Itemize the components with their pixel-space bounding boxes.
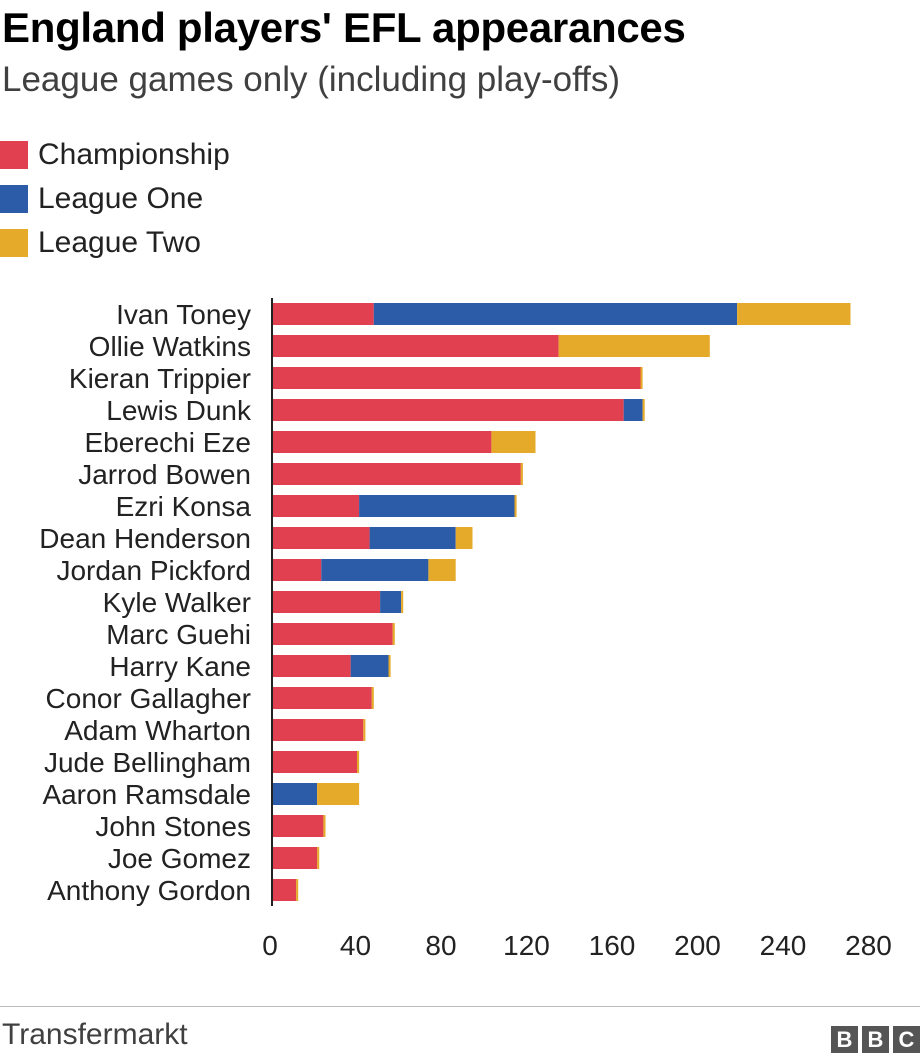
legend-swatch-championship — [0, 141, 28, 169]
x-tick-label: 160 — [589, 930, 636, 961]
bbc-logo-letter: C — [893, 1026, 920, 1053]
bar-league-two — [392, 623, 395, 645]
bar-championship — [273, 559, 322, 581]
bar-league-two — [363, 719, 366, 741]
bar-league-two — [514, 495, 517, 517]
bar-league-one — [373, 303, 738, 325]
y-tick-label: Ezri Konsa — [116, 491, 252, 522]
y-tick-label: Dean Henderson — [39, 523, 251, 554]
bar-league-two — [455, 527, 473, 549]
bar-league-two — [640, 367, 643, 389]
x-tick-label: 120 — [503, 930, 550, 961]
x-tick-label: 0 — [262, 930, 278, 961]
bar-league-two — [357, 751, 360, 773]
bar-championship — [273, 591, 381, 613]
y-tick-label: Jarrod Bowen — [78, 459, 251, 490]
y-tick-label: Aaron Ramsdale — [42, 779, 251, 810]
bar-league-one — [359, 495, 515, 517]
y-tick-label: Anthony Gordon — [47, 875, 251, 906]
y-tick-label: Joe Gomez — [108, 843, 251, 874]
bar-championship — [273, 719, 364, 741]
bar-league-one — [350, 655, 389, 677]
bar-championship — [273, 399, 624, 421]
bar-league-one — [369, 527, 456, 549]
bar-championship — [273, 687, 372, 709]
y-tick-label: Conor Gallagher — [46, 683, 251, 714]
chart-title: England players' EFL appearances — [2, 4, 686, 51]
x-tick-label: 280 — [845, 930, 892, 961]
y-tick-label: Jordan Pickford — [56, 555, 251, 586]
bar-championship — [273, 463, 521, 485]
bar-championship — [273, 815, 324, 837]
bar-championship — [273, 495, 360, 517]
y-tick-label: Lewis Dunk — [106, 395, 252, 426]
bar-league-one — [321, 559, 429, 581]
bar-league-two — [642, 399, 645, 421]
bar-league-two — [491, 431, 536, 453]
x-tick-label: 200 — [674, 930, 721, 961]
y-tick-label: John Stones — [95, 811, 251, 842]
bar-league-two — [388, 655, 391, 677]
legend-swatch-league-two — [0, 229, 28, 257]
y-tick-label: Harry Kane — [109, 651, 251, 682]
bar-league-two — [401, 591, 404, 613]
bar-championship — [273, 623, 393, 645]
bar-league-one — [380, 591, 402, 613]
bar-league-one — [623, 399, 643, 421]
y-tick-label: Kyle Walker — [103, 587, 251, 618]
legend-swatch-league-one — [0, 185, 28, 213]
x-tick-label: 40 — [340, 930, 371, 961]
bar-league-two — [428, 559, 456, 581]
bbc-logo-letter: B — [831, 1026, 858, 1053]
bar-championship — [273, 655, 351, 677]
bar-championship — [273, 367, 641, 389]
bar-league-two — [520, 463, 523, 485]
source-label: Transfermarkt — [2, 1018, 188, 1051]
legend-label-league-one: League One — [38, 182, 204, 215]
bar-league-two — [323, 815, 326, 837]
bar-league-two — [558, 335, 710, 357]
bar-championship — [273, 847, 318, 869]
y-tick-label: Ollie Watkins — [89, 331, 251, 362]
bar-championship — [273, 303, 374, 325]
bar-championship — [273, 879, 297, 901]
bar-league-two — [371, 687, 374, 709]
bbc-logo: B B C — [831, 1026, 920, 1053]
bar-championship — [273, 751, 357, 773]
x-tick-label: 80 — [425, 930, 456, 961]
bbc-logo-letter: B — [862, 1026, 889, 1053]
bar-championship — [273, 527, 370, 549]
y-tick-label: Jude Bellingham — [44, 747, 251, 778]
bar-championship — [273, 335, 559, 357]
legend-label-league-two: League Two — [38, 226, 201, 259]
y-tick-label: Eberechi Eze — [84, 427, 251, 458]
y-tick-label: Marc Guehi — [106, 619, 251, 650]
bar-league-two — [296, 879, 299, 901]
bar-championship — [273, 431, 492, 453]
bar-league-one — [273, 783, 318, 805]
x-tick-label: 240 — [760, 930, 807, 961]
chart-subtitle: League games only (including play-offs) — [2, 60, 621, 99]
y-tick-label: Kieran Trippier — [69, 363, 251, 394]
y-tick-label: Adam Wharton — [64, 715, 251, 746]
bar-league-two — [317, 783, 360, 805]
bar-league-two — [737, 303, 851, 325]
footer-divider — [0, 1006, 920, 1007]
bar-league-two — [317, 847, 320, 869]
y-tick-label: Ivan Toney — [116, 299, 251, 330]
legend-label-championship: Championship — [38, 138, 230, 171]
